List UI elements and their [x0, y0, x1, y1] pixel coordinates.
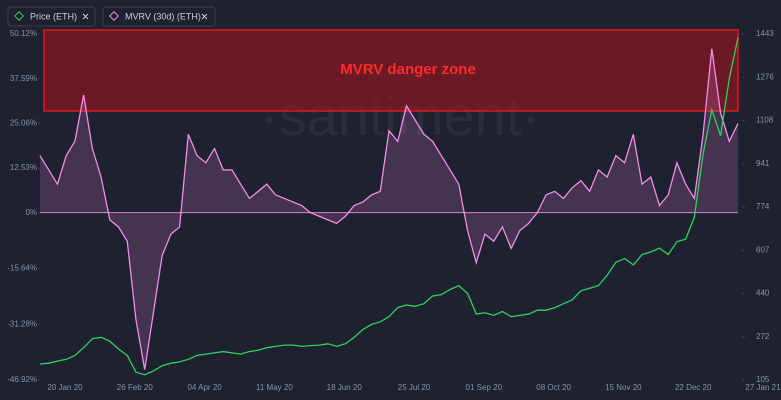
y2-tick-label: 1276	[756, 72, 774, 81]
annotation: MVRV danger zone	[340, 61, 476, 78]
y2-tick-label: 440	[756, 288, 770, 297]
legend-icon	[14, 11, 24, 21]
x-tick-label: 15 Nov 20	[605, 383, 642, 392]
legend-label: MVRV (30d) (ETH)	[125, 11, 201, 21]
y-tick-label: -46.92%	[7, 375, 37, 384]
y-tick-label: 25.06%	[10, 118, 37, 127]
y2-tick-label: 272	[756, 332, 770, 341]
x-tick-label: 27 Jan 21	[745, 383, 781, 392]
y-tick-label: -31.28%	[7, 319, 37, 328]
legend-close[interactable]	[82, 13, 89, 20]
y2-tick-label: 105	[756, 375, 770, 384]
legend-item[interactable]	[102, 6, 216, 27]
x-tick-label: 04 Apr 20	[187, 383, 222, 392]
legend-icon	[109, 11, 119, 21]
line	[39, 37, 739, 376]
danger-zone	[43, 29, 739, 112]
x-tick-label: 01 Sep 20	[466, 383, 503, 392]
y2-tick-label: 941	[756, 159, 770, 168]
x-tick-label: 22 Dec 20	[675, 383, 712, 392]
y-tick-label: 12.53%	[10, 163, 37, 172]
y2-tick-label: 1108	[756, 116, 774, 125]
line	[39, 48, 739, 370]
legend-close[interactable]	[201, 13, 208, 20]
y-tick-label: 50.12%	[10, 29, 37, 38]
x-tick-label: 20 Jan 20	[47, 383, 83, 392]
y2-tick-label: 1443	[756, 29, 774, 38]
x-tick-label: 11 May 20	[256, 383, 293, 392]
y-tick-label: -15.64%	[7, 264, 37, 273]
x-tick-label: 08 Oct 20	[536, 383, 571, 392]
legend-label: Price (ETH)	[30, 11, 77, 21]
x-tick-label: 18 Jun 20	[327, 383, 363, 392]
legend-item[interactable]	[7, 6, 96, 27]
y-tick-label: 0%	[25, 208, 37, 217]
y2-tick-label: 607	[756, 245, 770, 254]
y-tick-label: 37.59%	[10, 74, 37, 83]
area	[40, 48, 738, 370]
x-tick-label: 25 Jul 20	[398, 383, 431, 392]
x-tick-label: 26 Feb 20	[117, 383, 154, 392]
y2-tick-label: 774	[756, 202, 770, 211]
